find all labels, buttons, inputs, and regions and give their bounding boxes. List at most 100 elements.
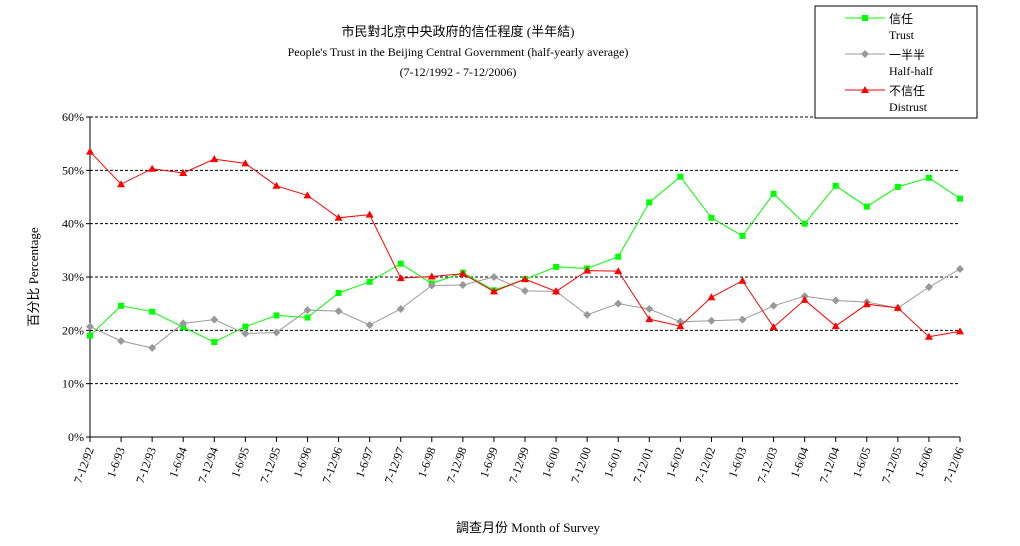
data-point: [956, 265, 964, 273]
data-point: [677, 173, 684, 180]
data-point: [489, 287, 498, 295]
data-point: [117, 180, 126, 188]
data-point: [118, 302, 125, 309]
x-tick-label: 7-12/93: [133, 445, 159, 485]
x-tick-label: 1-6/99: [477, 445, 501, 479]
legend-label: 不信任: [889, 84, 925, 98]
x-tick-label: 7-12/94: [195, 445, 221, 485]
data-point: [769, 323, 778, 331]
x-tick-label: 1-6/05: [850, 445, 874, 479]
x-tick-label: 7-12/03: [754, 445, 780, 485]
data-point: [583, 266, 592, 274]
data-point: [489, 273, 498, 281]
y-tick-label: 50%: [62, 163, 84, 177]
data-point: [365, 321, 374, 329]
data-point: [831, 322, 840, 330]
data-point: [521, 286, 529, 295]
data-point: [801, 220, 808, 227]
data-point: [956, 327, 964, 335]
data-point: [707, 293, 716, 301]
data-point: [396, 305, 405, 313]
x-tick-label: 7-12/00: [568, 445, 594, 485]
data-point: [614, 267, 623, 275]
legend-label: 一半半: [889, 48, 925, 62]
data-point: [770, 190, 777, 197]
y-axis-ticks: 0% 10% 20% 30% 40% 50% 60%: [62, 110, 90, 444]
y-tick-label: 60%: [62, 110, 84, 124]
data-point: [303, 191, 312, 199]
data-point: [645, 305, 654, 313]
data-point: [179, 169, 188, 176]
data-point: [396, 274, 405, 282]
data-point: [148, 343, 157, 352]
series-line: [89, 176, 961, 343]
data-point: [303, 306, 312, 315]
data-point: [521, 275, 529, 283]
data-point: [86, 147, 94, 155]
data-point: [397, 260, 404, 267]
y-tick-label: 20%: [62, 323, 84, 337]
x-tick-label: 1-6/04: [788, 445, 812, 479]
data-point: [583, 310, 592, 319]
data-point: [117, 337, 126, 345]
y-tick-label: 40%: [62, 217, 84, 231]
data-point: [458, 269, 467, 277]
series-half-half: [86, 265, 964, 352]
data-point: [553, 263, 560, 270]
legend-label-en: Trust: [889, 28, 915, 42]
data-point: [241, 329, 250, 338]
data-point: [427, 281, 436, 290]
x-axis-label: 調查月份 Month of Survey: [456, 520, 601, 535]
data-point: [335, 290, 342, 296]
legend: 信任 Trust 一半半 Half-half 不信任 Distrust: [814, 5, 978, 119]
data-point: [149, 308, 156, 315]
legend-label-en: Half-half: [889, 64, 933, 78]
legend-box: [814, 5, 978, 119]
data-point: [676, 322, 685, 330]
x-tick-label: 7-12/05: [879, 445, 905, 485]
x-tick-label: 7-12/98: [444, 445, 470, 485]
y-tick-label: 10%: [62, 377, 84, 391]
x-tick-label: 1-6/02: [663, 445, 687, 479]
data-point: [334, 307, 343, 316]
data-point: [769, 301, 778, 310]
data-point: [646, 199, 653, 206]
legend-label: 信任: [889, 12, 913, 26]
y-axis-label: 百分比 Percentage: [26, 227, 41, 327]
plot-area: 0%10%20%30%40%50%60% 7-12/92 1-6/93 7-12/9…: [62, 110, 967, 485]
data-point: [304, 314, 311, 321]
data-point: [334, 213, 343, 221]
x-tick-label: 7-12/99: [506, 445, 532, 485]
x-tick-label: 1-6/95: [228, 445, 252, 479]
legend-items: 信任 Trust 一半半 Half-half 不信任 Distrust: [845, 12, 933, 114]
data-point: [552, 287, 561, 295]
x-tick-label: 1-6/94: [166, 445, 190, 479]
data-point: [894, 183, 901, 190]
data-point: [210, 155, 219, 163]
gridlines: [90, 116, 960, 385]
x-axis-ticks: 7-12/92 1-6/93 7-12/93 1-6/94 7-12/94 1-6/95 7…: [71, 437, 967, 485]
data-point: [242, 323, 249, 330]
x-tick-label: 7-12/01: [630, 445, 656, 485]
data-point: [924, 332, 933, 340]
chart-titles: 市民對北京中央政府的信任程度 (半年結) People's Trust in t…: [288, 24, 629, 79]
data-point: [863, 203, 870, 210]
data-point: [273, 312, 280, 319]
data-point: [645, 315, 654, 323]
x-tick-label: 7-12/97: [382, 445, 408, 485]
data-point: [615, 253, 622, 260]
x-tick-label: 1-6/01: [601, 445, 625, 479]
x-tick-label: 7-12/92: [71, 445, 97, 485]
series-group: [86, 147, 964, 352]
data-point: [739, 232, 746, 239]
data-point: [614, 299, 623, 308]
chart-period: (7-12/1992 - 7-12/2006): [400, 65, 517, 79]
x-tick-label: 7-12/96: [319, 445, 345, 485]
y-tick-label: 0%: [68, 430, 84, 444]
legend-marker: [862, 15, 868, 21]
series-trust: [87, 173, 963, 346]
data-point: [832, 182, 839, 189]
x-tick-label: 1-6/93: [104, 445, 128, 479]
data-point: [365, 210, 374, 218]
